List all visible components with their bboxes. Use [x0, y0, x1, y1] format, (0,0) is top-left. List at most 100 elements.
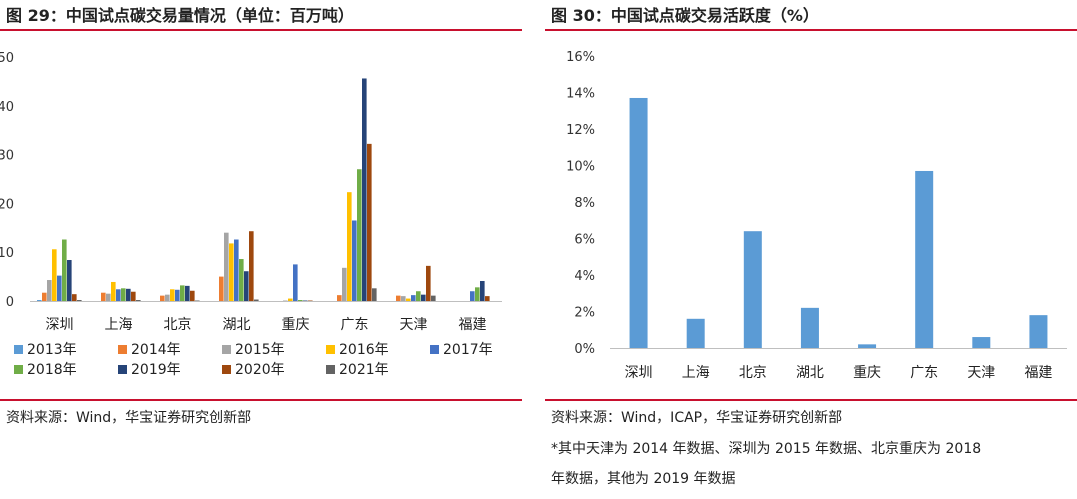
legend-label: 2018年: [27, 362, 77, 378]
left-chart-title: 图 29：中国试点碳交易量情况（单位：百万吨）: [6, 6, 354, 25]
legend-swatch: [430, 345, 439, 354]
bar: [406, 298, 411, 301]
bar: [915, 170, 934, 348]
bar: [126, 288, 131, 301]
bar: [337, 295, 342, 301]
y-tick-label: 14%: [566, 87, 595, 102]
bar: [254, 299, 259, 301]
bar: [686, 318, 705, 348]
y-tick-label: 4%: [574, 269, 595, 284]
x-category-label: 广东: [910, 365, 938, 381]
bar: [421, 294, 426, 301]
legend-label: 2017年: [443, 342, 493, 358]
bar: [367, 143, 372, 301]
bar: [47, 280, 52, 301]
right-panel: 图 30：中国试点碳交易活跃度（%） 0% 2% 4% 6% 8% 10% 12% 14% 16…: [545, 0, 1077, 499]
bar: [396, 295, 401, 301]
bar: [416, 291, 421, 301]
x-category-label: 广东: [341, 317, 369, 333]
x-category-label: 天津: [400, 317, 428, 333]
bar: [57, 275, 62, 301]
bar: [185, 285, 190, 301]
right-chart-title: 图 30：中国试点碳交易活跃度（%）: [551, 6, 819, 25]
x-category-label: 天津: [967, 365, 995, 381]
right-bar-chart: 0% 2% 4% 6% 8% 10% 12% 14% 16% 深圳 上海 北京 湖北 重庆 广东 天津 福建: [566, 50, 1067, 381]
bar: [475, 287, 480, 301]
bar: [352, 220, 357, 301]
bar: [106, 293, 111, 301]
x-category-label: 北京: [739, 365, 767, 381]
y-tick-label: 10: [0, 246, 14, 261]
bar: [401, 296, 406, 301]
legend-swatch: [222, 345, 231, 354]
legend-swatch: [326, 345, 335, 354]
x-category-label: 福建: [459, 317, 487, 333]
legend-label: 2020年: [235, 362, 285, 378]
left-bar-chart: 0 10 20 30 40 50 深圳 上海 北京 湖北 重庆 广东 天津 福建 2013年 2014年 201…: [0, 51, 502, 378]
bar: [362, 78, 367, 301]
legend-label: 2014年: [131, 342, 181, 358]
bar: [972, 337, 991, 348]
y-tick-label: 0%: [574, 342, 595, 357]
y-tick-label: 2%: [574, 306, 595, 321]
x-category-label: 深圳: [46, 317, 74, 333]
bar: [293, 264, 298, 301]
legend-swatch: [118, 345, 127, 354]
bar: [249, 231, 254, 301]
bar: [67, 260, 72, 301]
bar: [485, 296, 490, 301]
bar: [298, 300, 303, 301]
bar: [62, 239, 67, 301]
legend-swatch: [14, 345, 23, 354]
bar: [342, 267, 347, 301]
bar: [239, 259, 244, 301]
legend-swatch: [222, 365, 231, 374]
left-title-divider: [0, 29, 522, 31]
y-tick-label: 0: [6, 295, 14, 310]
legend-label: 2021年: [339, 362, 389, 378]
right-note-line2: 年数据，其他为 2019 年数据: [551, 471, 736, 487]
x-category-label: 重庆: [853, 365, 881, 381]
bar: [121, 288, 126, 301]
bar: [411, 295, 416, 301]
y-tick-label: 20: [0, 197, 14, 212]
bar: [37, 300, 42, 301]
bar: [357, 169, 362, 301]
x-category-label: 北京: [164, 317, 192, 333]
bar: [136, 300, 141, 301]
bar: [52, 249, 57, 301]
legend-swatch: [326, 365, 335, 374]
y-tick-label: 16%: [566, 50, 595, 65]
bar: [180, 285, 185, 301]
y-tick-label: 40: [0, 100, 14, 115]
left-source-text: 资料来源：Wind，华宝证券研究创新部: [6, 410, 252, 426]
right-note-line1: *其中天津为 2014 年数据、深圳为 2015 年数据、北京重庆为 2018: [551, 441, 982, 457]
bar: [101, 292, 106, 301]
y-tick-label: 50: [0, 51, 14, 66]
x-category-label: 湖北: [796, 365, 824, 381]
legend-swatch: [118, 365, 127, 374]
bar: [170, 289, 175, 301]
bar: [470, 291, 475, 301]
right-source-divider: [545, 399, 1077, 401]
x-category-label: 福建: [1024, 365, 1052, 381]
y-tick-label: 6%: [574, 233, 595, 248]
bar: [131, 291, 136, 301]
right-source-text: 资料来源：Wind，ICAP，华宝证券研究创新部: [551, 410, 843, 426]
bar: [288, 298, 293, 301]
left-source-divider: [0, 399, 522, 401]
bar: [800, 307, 819, 348]
bar: [743, 231, 762, 348]
bar: [629, 97, 648, 348]
legend-label: 2019年: [131, 362, 181, 378]
bar: [480, 280, 485, 301]
legend-label: 2015年: [235, 342, 285, 358]
legend-label: 2016年: [339, 342, 389, 358]
bar: [160, 295, 165, 301]
x-category-label: 上海: [682, 365, 710, 381]
bar: [244, 271, 249, 301]
bar: [224, 232, 229, 301]
x-category-label: 湖北: [223, 317, 251, 333]
bar: [111, 281, 116, 301]
bar: [347, 192, 352, 301]
